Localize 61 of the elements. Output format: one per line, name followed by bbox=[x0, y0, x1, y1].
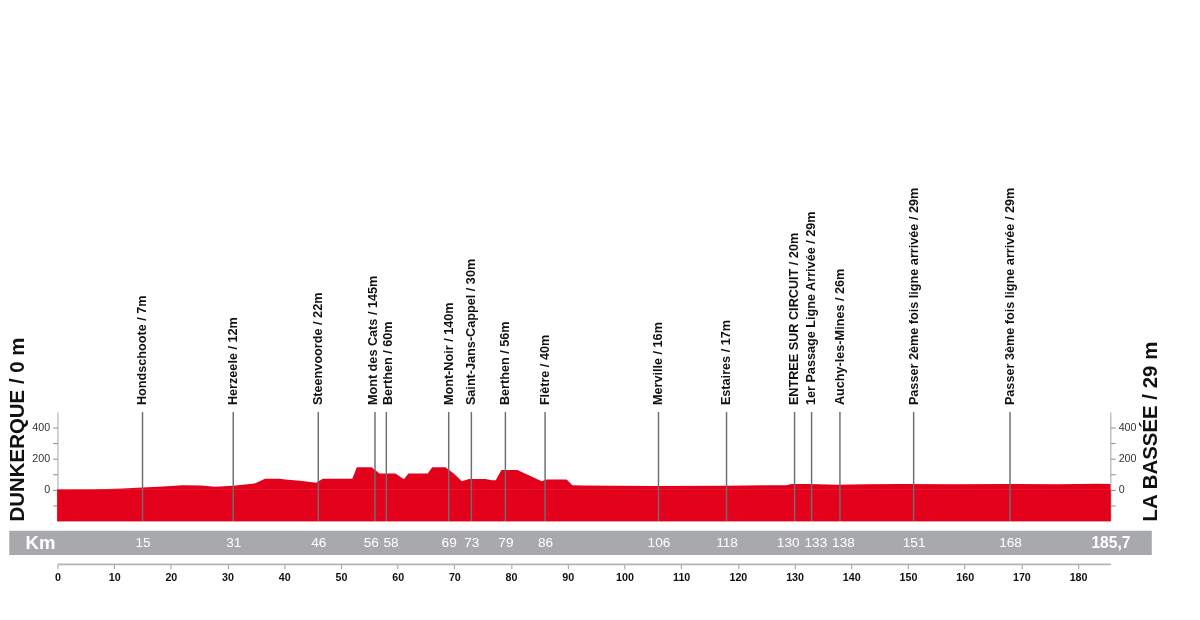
y2-tick-label: 200 bbox=[1118, 452, 1137, 465]
x-tick-label: 180 bbox=[1069, 570, 1088, 583]
ref-line-label: Auchy-les-Mines / 26m bbox=[832, 268, 847, 406]
x-tick-label: 20 bbox=[165, 570, 178, 583]
x2-tick-label: 73 bbox=[464, 534, 480, 550]
x2-tick-label: 130 bbox=[776, 534, 801, 550]
x-tick-label: 80 bbox=[505, 570, 518, 583]
ref-line-label: Merville / 16m bbox=[651, 322, 666, 406]
x-tick-label: 0 bbox=[54, 570, 61, 583]
ref-line-label: 1er Passage Ligne Arrivée / 29m bbox=[804, 211, 819, 406]
y-tick-label: 0 bbox=[44, 483, 51, 496]
x-tick-label: 90 bbox=[562, 570, 575, 583]
y-axis-title: DUNKERQUE / 0 m bbox=[4, 337, 28, 522]
x-tick-label: 150 bbox=[899, 570, 918, 583]
x-tick-label: 10 bbox=[108, 570, 121, 583]
x-tick-label: 170 bbox=[1012, 570, 1031, 583]
x2-tick-label: 133 bbox=[804, 534, 828, 550]
ref-line-label: Hondschoote / 7m bbox=[135, 295, 150, 406]
x-tick-label: 160 bbox=[956, 570, 975, 583]
x2-tick-label: 118 bbox=[716, 534, 738, 550]
ref-line-label: Steenvoorde / 22m bbox=[311, 292, 326, 406]
x-tick-label: 60 bbox=[392, 570, 405, 583]
x2-axis-title: Km bbox=[25, 531, 56, 553]
x2-tick-label: 86 bbox=[538, 534, 554, 550]
x-tick-label: 30 bbox=[222, 570, 235, 583]
y2-tick-label: 0 bbox=[1118, 483, 1125, 496]
ref-line-label: ENTREE SUR CIRCUIT / 20m bbox=[787, 232, 802, 406]
x-tick-label: 100 bbox=[616, 570, 634, 583]
ref-line-label: Berthen / 56m bbox=[498, 321, 513, 406]
x-tick-label: 120 bbox=[729, 570, 748, 583]
y2-axis-title: LA BASSÉE / 29 m bbox=[1138, 341, 1161, 522]
x-tick-label: 130 bbox=[786, 570, 805, 583]
x2-tick-label: 56 bbox=[363, 534, 379, 550]
x-tick-label: 110 bbox=[673, 570, 691, 583]
x2-tick-label: 31 bbox=[226, 534, 242, 550]
y-tick-label: 200 bbox=[32, 452, 51, 465]
x-tick-label: 140 bbox=[842, 570, 861, 583]
x2-tick-label: 185,7 bbox=[1091, 533, 1131, 551]
x2-tick-label: 168 bbox=[999, 534, 1022, 550]
x2-tick-label: 58 bbox=[383, 534, 399, 550]
ref-line-label: Saint-Jans-Cappel / 30m bbox=[464, 258, 479, 406]
x2-tick-label: 106 bbox=[647, 534, 671, 550]
y2-tick-label: 400 bbox=[1118, 420, 1137, 433]
ref-line-label: Passer 2ème fois ligne arrivée / 29m bbox=[906, 187, 921, 406]
x2-tick-label: 46 bbox=[311, 534, 327, 550]
ref-line-label: Mont des Cats / 145m bbox=[365, 275, 380, 406]
x-tick-label: 70 bbox=[448, 570, 461, 583]
x2-tick-label: 69 bbox=[441, 534, 457, 550]
ref-line-label: Herzeele / 12m bbox=[226, 317, 241, 406]
x-tick-label: 50 bbox=[335, 570, 348, 583]
x2-tick-label: 138 bbox=[832, 534, 855, 550]
x2-tick-label: 15 bbox=[135, 534, 151, 550]
x2-tick-label: 79 bbox=[498, 534, 514, 550]
x2-tick-label: 151 bbox=[902, 534, 926, 550]
y-tick-label: 400 bbox=[32, 420, 51, 433]
ref-line-label: Passer 3ème fois ligne arrivée / 29m bbox=[1002, 187, 1017, 406]
ref-line-label: Flètre / 40m bbox=[537, 334, 552, 406]
ref-line-label: Mont-Noir / 140m bbox=[441, 302, 456, 406]
ref-line-label: Estaires / 17m bbox=[719, 319, 734, 406]
ref-line-label: Berthen / 60m bbox=[381, 321, 396, 406]
x-tick-label: 40 bbox=[278, 570, 291, 583]
